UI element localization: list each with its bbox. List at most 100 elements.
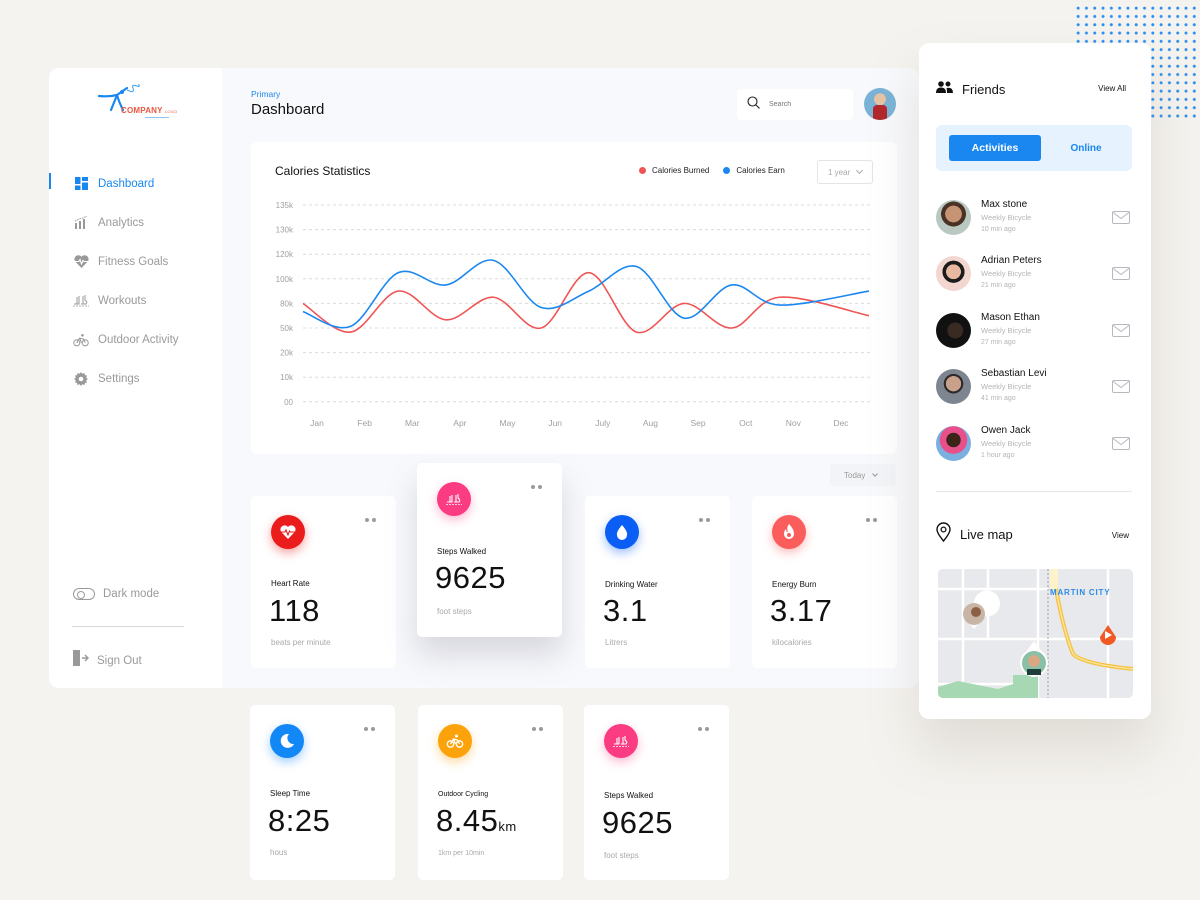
more-options-icon[interactable] (698, 727, 709, 731)
friend-map-pin[interactable] (962, 590, 1000, 630)
more-options-icon[interactable] (531, 485, 542, 489)
user-avatar[interactable] (864, 88, 896, 120)
svg-text:Mar: Mar (405, 418, 420, 428)
more-options-icon[interactable] (365, 518, 376, 522)
stat-label: Heart Rate (271, 579, 310, 588)
svg-text:Apr: Apr (453, 418, 466, 428)
legend-item-earn: Calories Earn (723, 166, 785, 175)
live-map-title: Live map (960, 527, 1013, 542)
friend-item[interactable]: Max stone Weekly Bicycle 10 min ago (936, 198, 1132, 238)
dashboard-window: COMPANY LOGO Dashboard Analytics Fit (49, 68, 919, 688)
stat-unit: 1km per 10min (438, 850, 485, 857)
dashboard-grid-icon (73, 176, 89, 192)
search-box[interactable] (737, 89, 853, 120)
water-drop-icon (605, 515, 639, 549)
destination-pin-icon[interactable] (1100, 625, 1116, 645)
range-select[interactable]: 1 year (817, 160, 873, 184)
more-options-icon[interactable] (699, 518, 710, 522)
gymnast-logo-icon (97, 82, 140, 112)
friends-title: Friends (962, 81, 1006, 97)
mail-icon[interactable] (1112, 267, 1130, 280)
stat-card-heart-rate[interactable]: Heart Rate 118 beats per minute (251, 496, 396, 668)
bicycle-icon (438, 724, 472, 758)
sidebar-item-workouts[interactable]: Workouts (49, 281, 222, 320)
stat-label: Steps Walked (604, 791, 654, 800)
search-input[interactable] (769, 101, 839, 108)
stat-unit: kilocalories (772, 638, 812, 647)
live-map[interactable]: MARTIN CITY (938, 569, 1133, 698)
friends-panel: Friends View All Activities Online Max s… (919, 43, 1151, 719)
svg-text:Oct: Oct (739, 418, 753, 428)
heart-pulse-icon (73, 254, 89, 270)
svg-text:Feb: Feb (357, 418, 372, 428)
view-map-link[interactable]: View (1111, 531, 1129, 540)
stat-card-sleep-time[interactable]: Sleep Time 8:25 hous (250, 705, 395, 880)
sidebar-divider (72, 626, 184, 627)
breadcrumb[interactable]: Primary (251, 89, 281, 99)
svg-text:Jan: Jan (310, 418, 324, 428)
friend-item[interactable]: Owen Jack Weekly Bicycle 1 hour ago (936, 424, 1132, 464)
panel-divider (936, 491, 1132, 492)
more-options-icon[interactable] (364, 727, 375, 731)
more-options-icon[interactable] (532, 727, 543, 731)
stat-value: 8.45km (436, 803, 517, 838)
sidebar-item-label: Fitness Goals (98, 255, 169, 268)
sidebar: COMPANY LOGO Dashboard Analytics Fit (49, 68, 222, 688)
blue-dot-icon (723, 167, 731, 174)
sidebar-item-outdoor-activity[interactable]: Outdoor Activity (49, 320, 222, 359)
svg-text:135k: 135k (276, 201, 294, 210)
dark-mode-label: Dark mode (103, 588, 160, 600)
friend-item[interactable]: Mason Ethan Weekly Bicycle 27 min ago (936, 311, 1132, 351)
svg-text:10k: 10k (280, 373, 294, 382)
stat-value: 3.17 (770, 593, 833, 628)
stat-unit: foot steps (437, 607, 472, 616)
svg-text:130k: 130k (276, 226, 294, 235)
stat-card-outdoor-cycling[interactable]: Outdoor Cycling 8.45km 1km per 10min (418, 705, 563, 880)
avatar (936, 369, 971, 404)
mail-icon[interactable] (1112, 437, 1130, 450)
view-all-link[interactable]: View All (1098, 84, 1126, 93)
stat-unit: beats per minute (271, 638, 331, 647)
friend-map-pin[interactable] (1020, 641, 1048, 677)
stat-card-steps-walked-2[interactable]: Steps Walked 9625 foot steps (584, 705, 729, 880)
line-chart: 135k 130k 120k 100k 80k 50k 20k 10k 00 Jan Feb Mar A… (276, 201, 873, 428)
sidebar-item-settings[interactable]: Settings (49, 359, 222, 398)
sign-out-button[interactable]: Sign Out (73, 650, 142, 671)
svg-text:100k: 100k (276, 275, 294, 284)
dark-mode-toggle[interactable]: Dark mode (73, 588, 159, 600)
more-options-icon[interactable] (866, 518, 877, 522)
sign-out-label: Sign Out (97, 654, 142, 667)
svg-text:20k: 20k (280, 349, 294, 358)
svg-text:Nov: Nov (786, 418, 802, 428)
stat-card-energy-burn[interactable]: Energy Burn 3.17 kilocalories (752, 496, 897, 668)
avatar (936, 256, 971, 291)
stat-label: Sleep Time (270, 789, 311, 798)
chevron-down-icon (872, 470, 879, 477)
toggle-switch-icon[interactable] (73, 588, 95, 600)
stat-value: 8:25 (268, 803, 331, 838)
bicycle-icon (73, 332, 89, 348)
stat-value: 9625 (602, 805, 673, 840)
stat-card-drinking-water[interactable]: Drinking Water 3.1 Litrers (585, 496, 730, 668)
sidebar-item-label: Dashboard (98, 177, 155, 190)
mail-icon[interactable] (1112, 380, 1130, 393)
sidebar-item-dashboard[interactable]: Dashboard (49, 164, 222, 203)
tab-online[interactable]: Online (1070, 142, 1102, 154)
sidebar-item-analytics[interactable]: Analytics (49, 203, 222, 242)
stat-card-steps-walked[interactable]: Steps Walked 9625 foot steps (417, 463, 562, 637)
svg-text:July: July (595, 418, 611, 428)
friend-item[interactable]: Sebastian Levi Weekly Bicycle 41 min ago (936, 367, 1132, 407)
mail-icon[interactable] (1112, 211, 1130, 224)
tab-activities[interactable]: Activities (949, 135, 1041, 161)
stat-value: 9625 (435, 560, 506, 595)
avatar (936, 313, 971, 348)
stat-label: Energy Burn (772, 580, 817, 589)
avatar (936, 426, 971, 461)
users-icon (936, 80, 953, 98)
today-select[interactable]: Today (830, 464, 896, 486)
chart-legend: Calories Burned Calories Earn (639, 166, 799, 175)
friend-item[interactable]: Adrian Peters Weekly Bicycle 21 min ago (936, 254, 1132, 294)
sidebar-item-fitness-goals[interactable]: Fitness Goals (49, 242, 222, 281)
mail-icon[interactable] (1112, 324, 1130, 337)
svg-text:Dec: Dec (833, 418, 849, 428)
